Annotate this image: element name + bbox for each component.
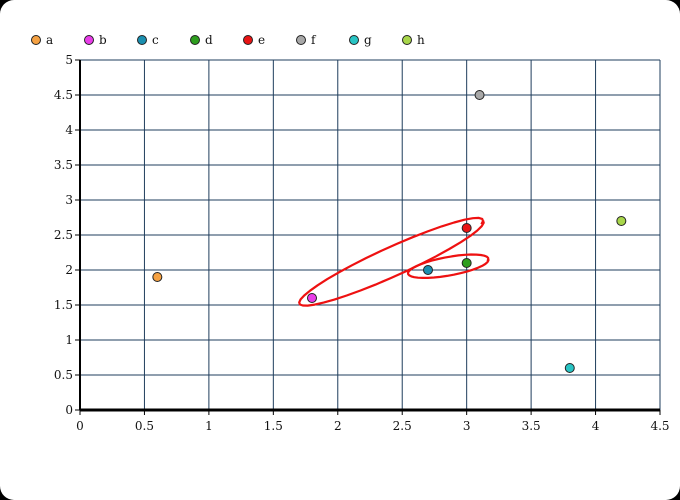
legend-marker-a [31,35,41,45]
legend-marker-e [243,35,253,45]
x-tick-label: 2 [334,419,342,433]
data-point-g [564,363,575,373]
y-tick-label: 2.5 [54,228,73,242]
legend-label-f: f [311,33,317,47]
legend: a b c d e f g h [31,33,425,47]
x-tick-label: 4.5 [650,419,669,433]
legend-marker-h [402,35,412,45]
legend-label-g: g [364,33,372,47]
y-tick-label: 1 [65,333,73,347]
legend-label-d: d [205,33,213,47]
y-tick-label: 3 [65,193,73,207]
annotations [298,216,490,307]
x-tick-label: 3 [463,419,471,433]
y-tick-label: 4 [65,123,73,137]
data-point-b [307,293,317,303]
y-tick-label: 0.5 [54,368,73,382]
annotation-ellipse [298,216,485,307]
x-tick-label: 4 [592,419,600,433]
y-tick-label: 2 [65,263,73,277]
legend-marker-g [349,35,359,45]
data-point-c [423,265,433,275]
data-point-h [616,216,627,226]
legend-marker-b [84,35,94,45]
legend-label-h: h [417,33,425,47]
x-tick-label: 1.5 [264,419,283,433]
y-tick-label: 4.5 [54,88,73,102]
data-point-a [152,272,163,282]
legend-marker-c [137,35,147,45]
x-tick-label: 1 [205,419,213,433]
legend-marker-f [296,35,306,45]
data-point-f [474,90,485,100]
x-axis-ticks: 0 0.5 1 1.5 2 2.5 3 3.5 4 4.5 [76,410,670,433]
legend-label-e: e [258,33,265,47]
annotation-ellipse [406,253,490,279]
legend-label-b: b [99,33,107,47]
x-tick-label: 0.5 [135,419,154,433]
x-tick-label: 2.5 [393,419,412,433]
data-points [152,90,627,373]
x-tick-label: 0 [76,419,84,433]
legend-label-c: c [152,33,159,47]
legend-label-a: a [46,33,53,47]
y-tick-label: 3.5 [54,158,73,172]
data-point-d [461,258,472,268]
y-tick-label: 5 [65,53,73,67]
y-tick-label: 1.5 [54,298,73,312]
y-axis-ticks: 0 0.5 1 1.5 2 2.5 3 3.5 4 4.5 5 [54,53,80,417]
legend-marker-d [190,35,200,45]
y-tick-label: 0 [65,403,73,417]
x-tick-label: 3.5 [522,419,541,433]
grid-lines [80,59,661,410]
data-point-e [461,223,472,233]
